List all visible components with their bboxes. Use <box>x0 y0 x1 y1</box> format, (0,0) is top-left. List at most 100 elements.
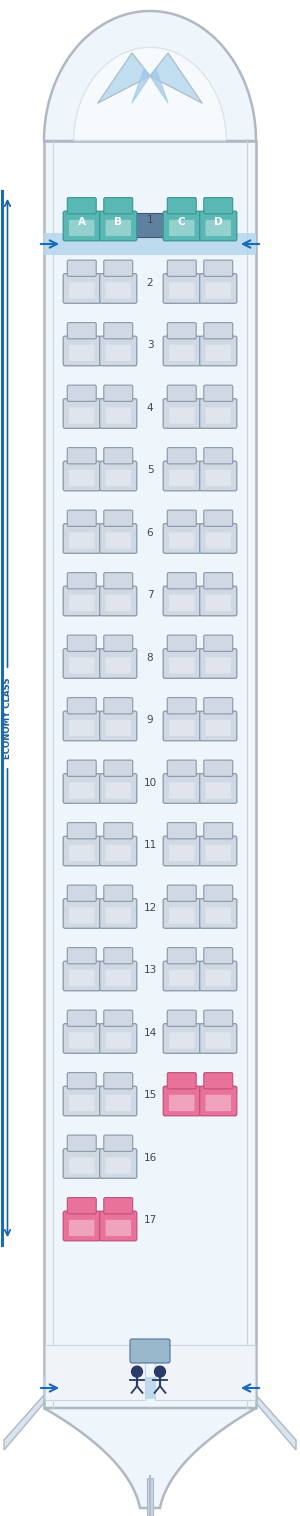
Circle shape <box>132 1366 142 1377</box>
FancyBboxPatch shape <box>206 1095 231 1111</box>
FancyBboxPatch shape <box>167 573 196 588</box>
FancyBboxPatch shape <box>104 635 133 652</box>
FancyBboxPatch shape <box>63 274 100 303</box>
FancyBboxPatch shape <box>169 220 194 236</box>
FancyBboxPatch shape <box>206 220 231 236</box>
FancyBboxPatch shape <box>130 1339 170 1363</box>
Text: 13: 13 <box>143 966 157 975</box>
FancyBboxPatch shape <box>167 509 196 526</box>
FancyBboxPatch shape <box>200 899 237 928</box>
FancyBboxPatch shape <box>163 523 200 553</box>
Polygon shape <box>150 70 168 103</box>
FancyBboxPatch shape <box>104 1073 133 1088</box>
Text: 8: 8 <box>147 652 153 662</box>
FancyBboxPatch shape <box>169 594 194 611</box>
FancyBboxPatch shape <box>200 523 237 553</box>
FancyBboxPatch shape <box>204 885 233 902</box>
FancyBboxPatch shape <box>206 470 231 487</box>
FancyBboxPatch shape <box>200 961 237 991</box>
FancyBboxPatch shape <box>169 1032 194 1049</box>
FancyBboxPatch shape <box>67 948 96 964</box>
FancyBboxPatch shape <box>104 261 133 276</box>
FancyBboxPatch shape <box>169 970 194 985</box>
FancyBboxPatch shape <box>69 408 94 423</box>
FancyBboxPatch shape <box>67 1010 96 1026</box>
FancyBboxPatch shape <box>163 274 200 303</box>
Text: 1: 1 <box>147 215 153 224</box>
FancyBboxPatch shape <box>63 711 100 741</box>
FancyBboxPatch shape <box>69 1095 94 1111</box>
FancyBboxPatch shape <box>200 711 237 741</box>
FancyBboxPatch shape <box>163 773 200 803</box>
FancyBboxPatch shape <box>169 282 194 299</box>
FancyBboxPatch shape <box>106 970 131 985</box>
Text: 14: 14 <box>143 1028 157 1037</box>
FancyBboxPatch shape <box>69 907 94 923</box>
FancyBboxPatch shape <box>100 274 137 303</box>
FancyBboxPatch shape <box>104 447 133 464</box>
FancyBboxPatch shape <box>106 532 131 549</box>
FancyBboxPatch shape <box>69 282 94 299</box>
FancyBboxPatch shape <box>69 470 94 487</box>
FancyBboxPatch shape <box>104 823 133 838</box>
FancyBboxPatch shape <box>100 773 137 803</box>
Text: 11: 11 <box>143 840 157 850</box>
Text: 15: 15 <box>143 1090 157 1101</box>
FancyBboxPatch shape <box>106 282 131 299</box>
FancyBboxPatch shape <box>100 399 137 429</box>
FancyBboxPatch shape <box>69 1032 94 1049</box>
FancyBboxPatch shape <box>169 344 194 361</box>
FancyBboxPatch shape <box>106 1032 131 1049</box>
FancyBboxPatch shape <box>104 1198 133 1214</box>
FancyBboxPatch shape <box>67 261 96 276</box>
FancyBboxPatch shape <box>204 635 233 652</box>
FancyBboxPatch shape <box>169 844 194 861</box>
FancyBboxPatch shape <box>63 461 100 491</box>
FancyBboxPatch shape <box>106 720 131 737</box>
FancyBboxPatch shape <box>204 760 233 776</box>
Polygon shape <box>74 47 226 141</box>
FancyBboxPatch shape <box>67 1198 96 1214</box>
FancyBboxPatch shape <box>204 697 233 714</box>
Polygon shape <box>4 1395 44 1449</box>
FancyBboxPatch shape <box>163 649 200 678</box>
FancyBboxPatch shape <box>104 948 133 964</box>
FancyBboxPatch shape <box>63 773 100 803</box>
Text: 7: 7 <box>147 590 153 600</box>
Text: 12: 12 <box>143 902 157 913</box>
FancyBboxPatch shape <box>206 907 231 923</box>
FancyBboxPatch shape <box>69 220 94 236</box>
FancyBboxPatch shape <box>104 885 133 902</box>
Text: 16: 16 <box>143 1152 157 1163</box>
FancyBboxPatch shape <box>169 532 194 549</box>
Polygon shape <box>44 11 256 141</box>
FancyBboxPatch shape <box>69 658 94 673</box>
FancyBboxPatch shape <box>134 214 166 236</box>
FancyBboxPatch shape <box>63 399 100 429</box>
FancyBboxPatch shape <box>106 658 131 673</box>
FancyBboxPatch shape <box>67 1135 96 1151</box>
Text: ECONOMY CLASS: ECONOMY CLASS <box>3 678 12 760</box>
FancyBboxPatch shape <box>104 760 133 776</box>
FancyBboxPatch shape <box>163 899 200 928</box>
FancyBboxPatch shape <box>200 337 237 365</box>
FancyBboxPatch shape <box>167 823 196 838</box>
FancyBboxPatch shape <box>106 594 131 611</box>
FancyBboxPatch shape <box>67 823 96 838</box>
FancyBboxPatch shape <box>100 1211 137 1240</box>
FancyBboxPatch shape <box>169 408 194 423</box>
FancyBboxPatch shape <box>206 344 231 361</box>
FancyBboxPatch shape <box>206 970 231 985</box>
FancyBboxPatch shape <box>100 837 137 866</box>
FancyBboxPatch shape <box>106 1220 131 1236</box>
FancyBboxPatch shape <box>167 760 196 776</box>
FancyBboxPatch shape <box>204 261 233 276</box>
FancyBboxPatch shape <box>163 211 200 241</box>
FancyBboxPatch shape <box>63 649 100 678</box>
FancyBboxPatch shape <box>167 948 196 964</box>
FancyBboxPatch shape <box>67 573 96 588</box>
FancyBboxPatch shape <box>206 1032 231 1049</box>
Polygon shape <box>256 1395 296 1449</box>
FancyBboxPatch shape <box>167 385 196 402</box>
Text: A: A <box>78 217 86 227</box>
